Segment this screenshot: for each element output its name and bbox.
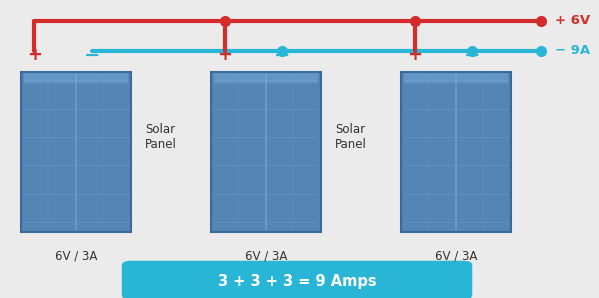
Text: 6V / 3A: 6V / 3A bbox=[435, 250, 477, 263]
Text: 6V / 3A: 6V / 3A bbox=[244, 250, 287, 263]
FancyBboxPatch shape bbox=[401, 72, 511, 232]
Text: + 6V: + 6V bbox=[555, 14, 591, 27]
Text: +: + bbox=[217, 46, 232, 64]
Text: − 9A: − 9A bbox=[555, 44, 591, 57]
FancyBboxPatch shape bbox=[214, 73, 318, 83]
Text: −: − bbox=[84, 46, 100, 65]
Text: +: + bbox=[27, 46, 42, 64]
FancyBboxPatch shape bbox=[21, 72, 131, 232]
Text: Solar
Panel: Solar Panel bbox=[335, 123, 367, 151]
Text: Solar
Panel: Solar Panel bbox=[144, 123, 176, 151]
FancyBboxPatch shape bbox=[122, 261, 472, 298]
Text: 6V / 3A: 6V / 3A bbox=[55, 250, 97, 263]
Text: 3 + 3 + 3 = 9 Amps: 3 + 3 + 3 = 9 Amps bbox=[217, 274, 376, 289]
Text: +: + bbox=[407, 46, 422, 64]
FancyBboxPatch shape bbox=[404, 73, 508, 83]
Text: −: − bbox=[464, 46, 480, 65]
Text: −: − bbox=[274, 46, 291, 65]
FancyBboxPatch shape bbox=[24, 73, 128, 83]
FancyBboxPatch shape bbox=[211, 72, 321, 232]
